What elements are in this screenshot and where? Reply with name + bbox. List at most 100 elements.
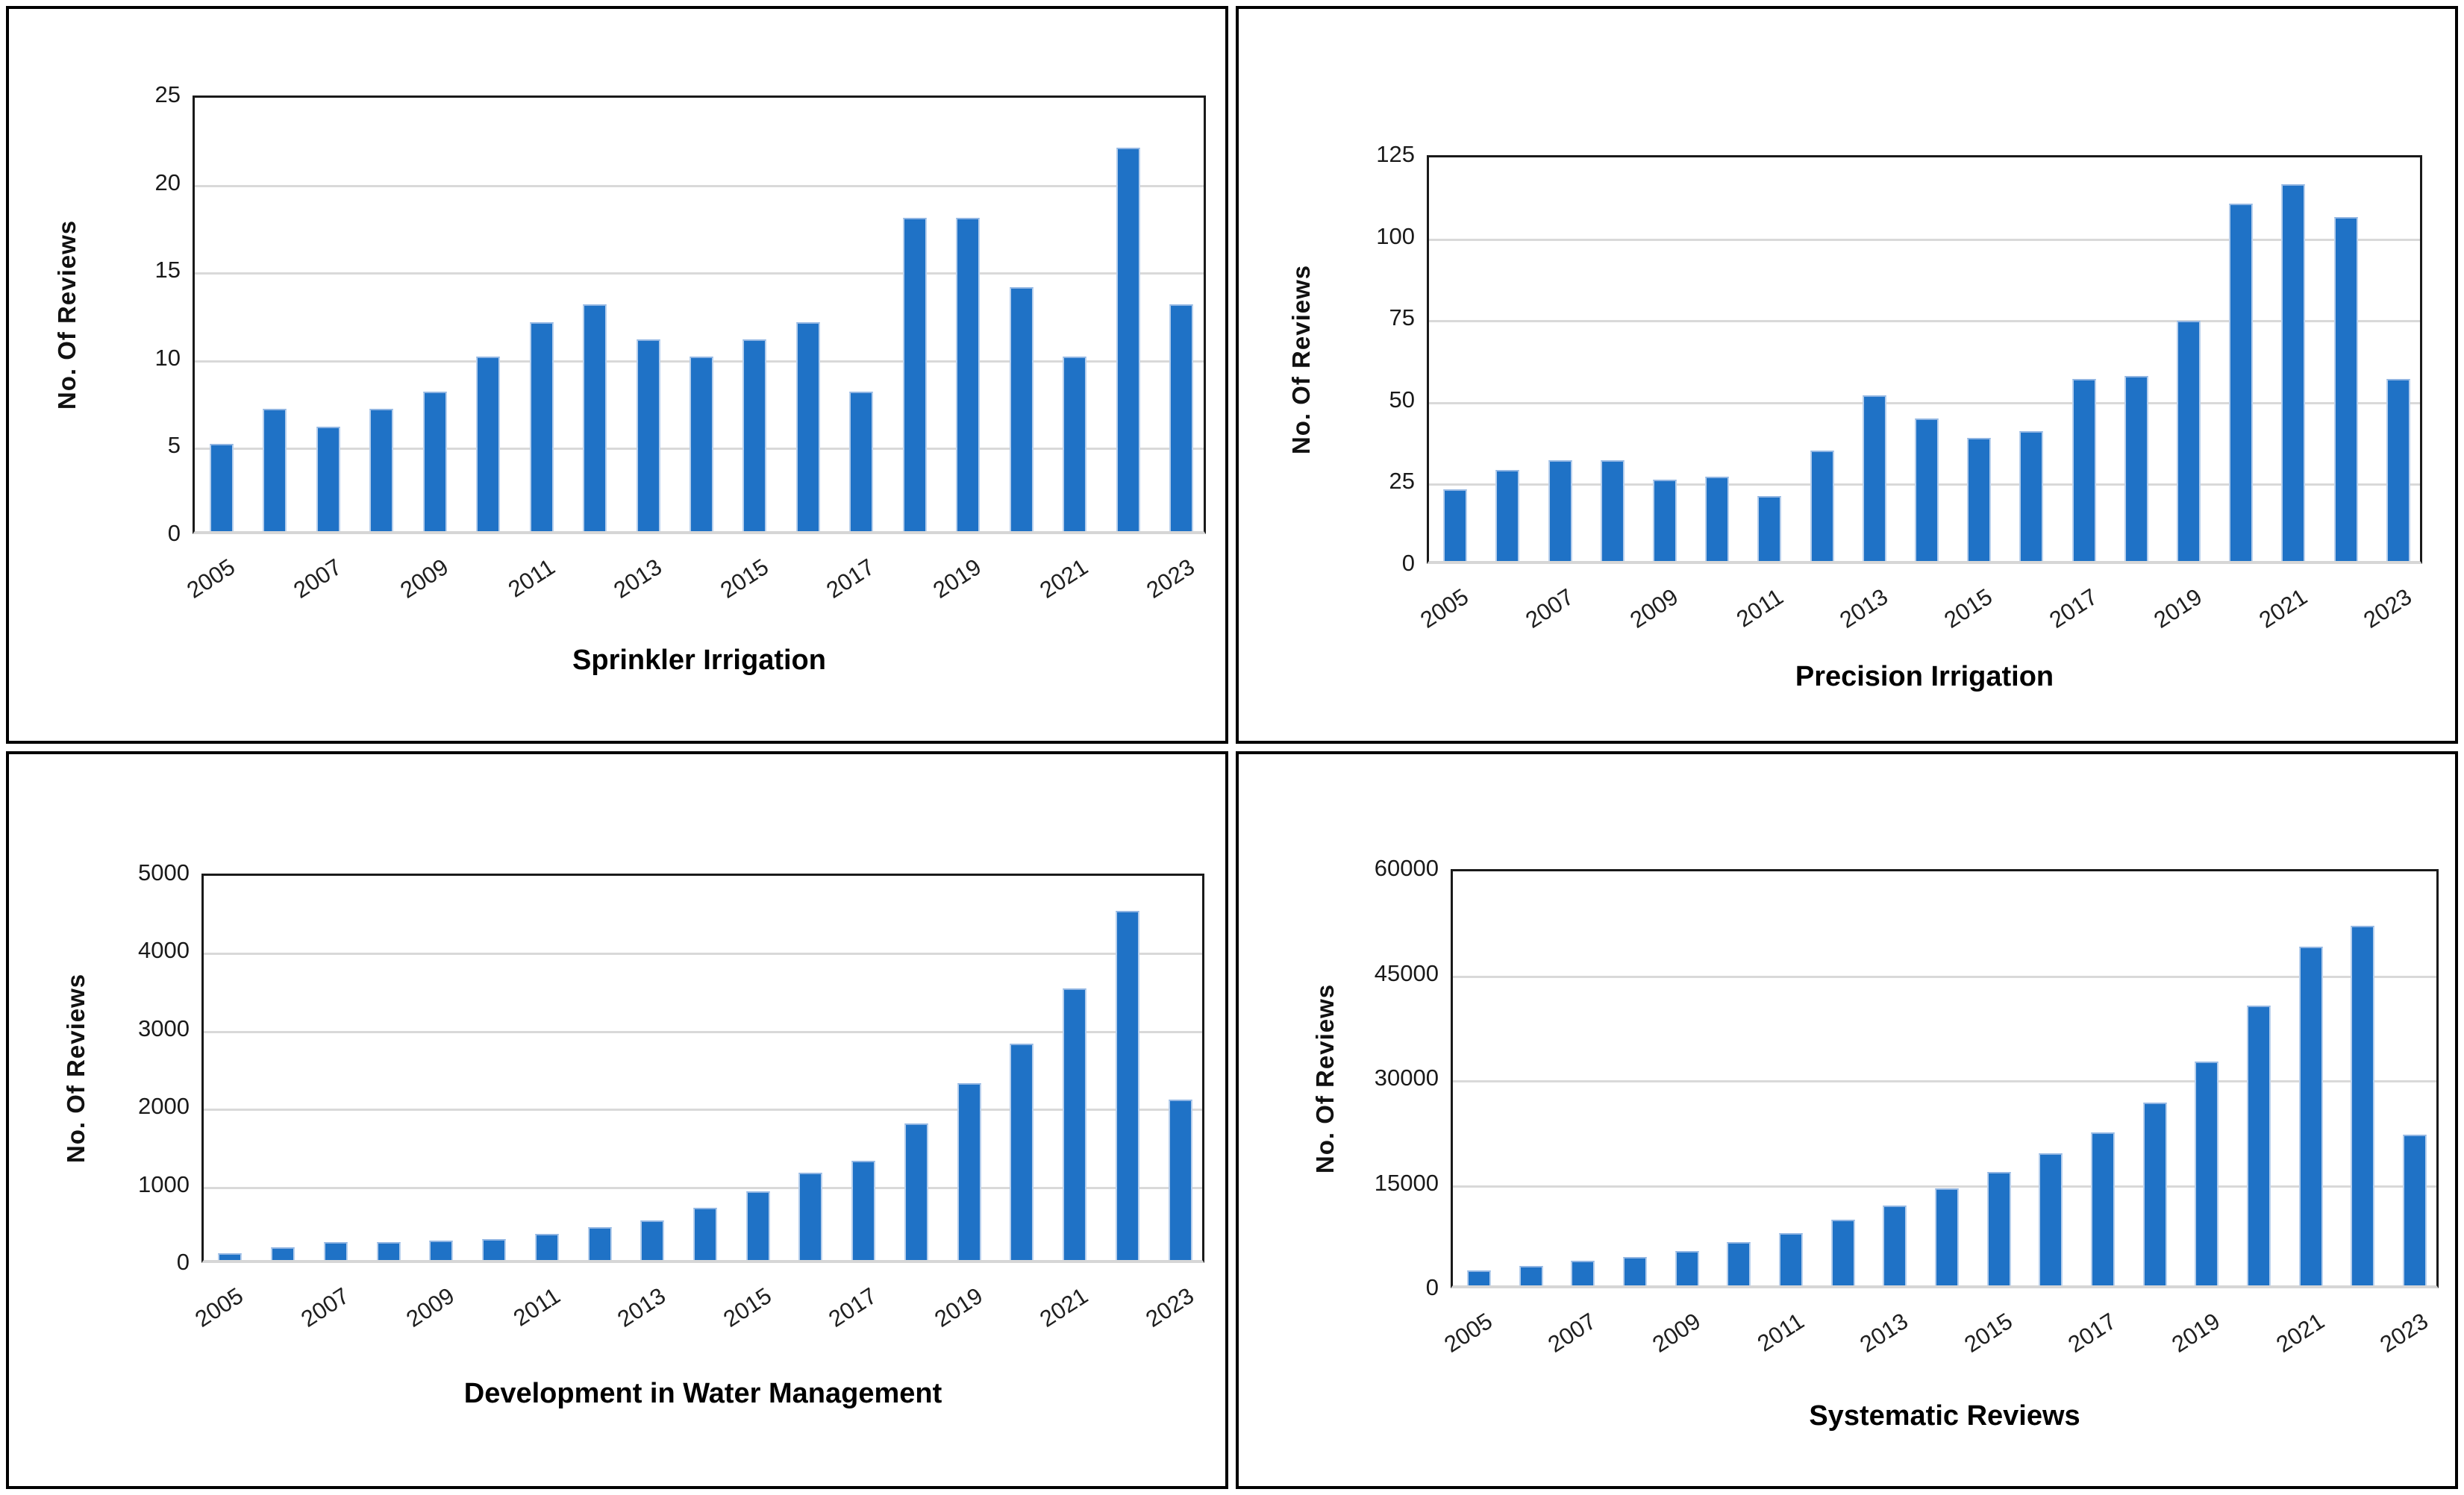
bar-2022	[2351, 926, 2375, 1285]
bar-2015	[1986, 1172, 2011, 1285]
bar-2014	[690, 357, 713, 531]
gridline	[195, 184, 1204, 187]
bar-2012	[1830, 1220, 1855, 1285]
x-tick-label: 2019	[928, 554, 986, 604]
x-tick-label: 2017	[2044, 583, 2102, 633]
bar-2013	[1883, 1206, 1907, 1285]
y-tick-label: 50	[1389, 386, 1415, 413]
x-tick-label: 2015	[715, 554, 773, 604]
chart-title: Systematic Reviews	[1809, 1400, 2080, 1432]
bar-2013	[1862, 395, 1886, 561]
bar-2009	[429, 1241, 454, 1260]
gridline	[1453, 1080, 2436, 1082]
y-tick-label: 0	[1401, 550, 1415, 576]
bar-2022	[1116, 148, 1140, 531]
bar-2017	[2071, 379, 2096, 561]
y-axis-title: No. Of Reviews	[1311, 983, 1339, 1174]
gridline	[1429, 238, 2420, 241]
x-tick-label: 2007	[296, 1282, 354, 1332]
x-tick-label: 2013	[1834, 583, 1892, 633]
bar-2006	[1495, 470, 1520, 561]
x-tick-label: 2013	[613, 1282, 671, 1332]
bar-2011	[529, 322, 554, 531]
bar-2010	[476, 357, 501, 531]
x-tick-label: 2015	[718, 1282, 776, 1332]
chart-panel-systematic-reviews: No. Of Reviews Systematic Reviews 0 15000…	[1236, 751, 2458, 1489]
x-tick-label: 2015	[1939, 583, 1998, 633]
bar-2008	[369, 409, 394, 531]
bar-2016	[2039, 1153, 2063, 1285]
x-tick-label: 2017	[822, 554, 880, 604]
bar-2009	[1652, 480, 1677, 561]
x-tick-label: 2007	[1543, 1308, 1601, 1358]
bar-2007	[323, 1242, 348, 1260]
bar-2013	[636, 339, 660, 531]
bar-2021	[1063, 357, 1087, 531]
x-tick-label: 2011	[1753, 1308, 1810, 1357]
bar-2006	[263, 409, 287, 531]
x-tick-label: 2005	[190, 1282, 248, 1332]
bar-2019	[2177, 321, 2201, 561]
bar-2017	[2091, 1132, 2116, 1285]
chart-title: Precision Irrigation	[1795, 661, 2054, 692]
x-tick-label: 2011	[503, 554, 560, 603]
x-tick-label: 2013	[608, 554, 666, 604]
bar-2005	[209, 444, 234, 531]
gridline	[204, 1030, 1202, 1033]
bar-2016	[798, 1173, 823, 1260]
bar-2007	[1548, 460, 1572, 561]
plot-area	[1451, 869, 2439, 1288]
bar-2013	[640, 1220, 665, 1260]
x-tick-label: 2021	[2254, 583, 2312, 633]
bar-2016	[2019, 431, 2044, 561]
chart-title: Sprinkler Irrigation	[572, 645, 826, 676]
gridline	[204, 953, 1202, 956]
bar-2016	[795, 322, 820, 531]
x-tick-label: 2009	[1625, 583, 1683, 633]
y-tick-label: 0	[167, 520, 181, 546]
y-tick-label: 60000	[1374, 855, 1439, 881]
bar-2018	[902, 218, 927, 531]
bar-2020	[2229, 204, 2254, 561]
bar-2007	[316, 427, 340, 531]
x-tick-label: 2007	[1520, 583, 1578, 633]
x-tick-label: 2009	[395, 554, 453, 604]
x-tick-label: 2019	[2167, 1308, 2225, 1358]
y-tick-label: 1000	[138, 1170, 190, 1197]
y-tick-label: 100	[1376, 222, 1415, 249]
bar-2012	[583, 304, 607, 531]
bar-2012	[587, 1227, 612, 1260]
gridline	[1429, 401, 2420, 404]
x-tick-label: 2017	[824, 1282, 882, 1332]
bar-2015	[745, 1191, 770, 1260]
x-tick-label: 2023	[2359, 583, 2416, 633]
y-tick-label: 0	[176, 1249, 190, 1275]
bar-2017	[851, 1161, 876, 1260]
y-tick-label: 75	[1389, 304, 1415, 331]
bar-2020	[2247, 1006, 2271, 1285]
y-tick-label: 15	[154, 257, 181, 283]
bar-2020	[1010, 1044, 1034, 1260]
x-tick-label: 2021	[2271, 1308, 2329, 1358]
bar-2011	[534, 1234, 559, 1260]
y-tick-label: 5000	[138, 859, 190, 886]
x-tick-label: 2011	[508, 1282, 565, 1332]
x-tick-label: 2023	[1140, 1282, 1198, 1332]
bar-2007	[1571, 1261, 1595, 1285]
x-tick-label: 2019	[929, 1282, 987, 1332]
bar-2021	[1063, 988, 1087, 1260]
bar-2009	[422, 392, 447, 531]
bar-2019	[2195, 1062, 2219, 1285]
chart-panel-precision-irrigation: No. Of Reviews Precision Irrigation 0 25 5…	[1236, 6, 2458, 744]
y-axis-title: No. Of Reviews	[1287, 264, 1315, 455]
plot-area	[201, 874, 1204, 1263]
bar-2020	[1009, 287, 1034, 531]
y-tick-label: 2000	[138, 1093, 190, 1120]
gridline	[1453, 975, 2436, 978]
bar-2011	[1757, 496, 1782, 561]
bar-2021	[2298, 947, 2323, 1285]
bar-2022	[2333, 217, 2358, 561]
chart-panel-development-in-water-management: No. Of Reviews Development in Water Mana…	[6, 751, 1228, 1489]
x-tick-label: 2007	[288, 554, 346, 604]
y-tick-label: 125	[1376, 141, 1415, 167]
